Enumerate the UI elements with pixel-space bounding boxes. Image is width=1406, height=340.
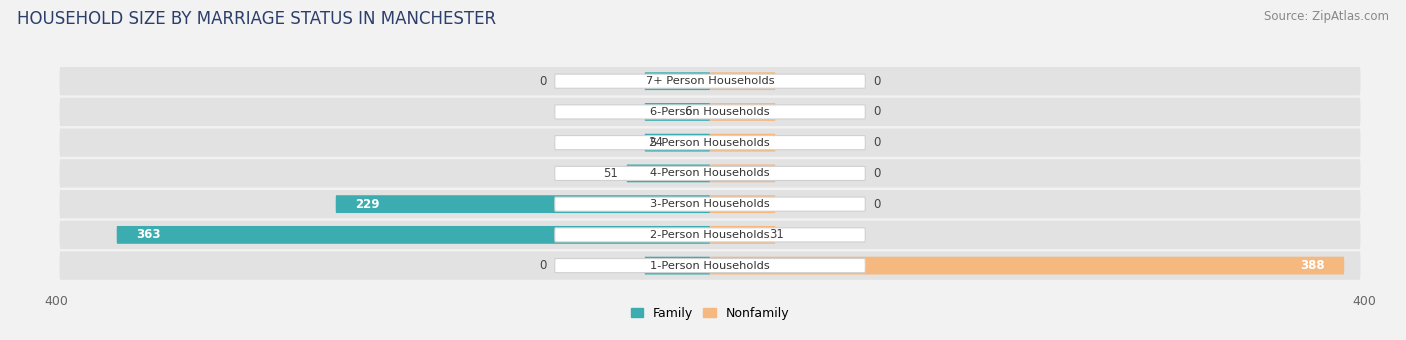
FancyBboxPatch shape xyxy=(710,103,776,121)
Text: 0: 0 xyxy=(873,167,880,180)
FancyBboxPatch shape xyxy=(117,226,710,244)
FancyBboxPatch shape xyxy=(555,166,865,181)
Text: 6-Person Households: 6-Person Households xyxy=(650,107,770,117)
FancyBboxPatch shape xyxy=(555,228,865,242)
FancyBboxPatch shape xyxy=(59,159,1361,188)
Text: 0: 0 xyxy=(873,136,880,149)
FancyBboxPatch shape xyxy=(59,190,1361,218)
Legend: Family, Nonfamily: Family, Nonfamily xyxy=(631,307,789,320)
Text: 6: 6 xyxy=(685,105,692,118)
FancyBboxPatch shape xyxy=(555,258,865,273)
Text: 51: 51 xyxy=(603,167,619,180)
FancyBboxPatch shape xyxy=(555,197,865,211)
Text: Source: ZipAtlas.com: Source: ZipAtlas.com xyxy=(1264,10,1389,23)
Text: 0: 0 xyxy=(873,105,880,118)
FancyBboxPatch shape xyxy=(59,98,1361,126)
Text: 3-Person Households: 3-Person Households xyxy=(650,199,770,209)
Text: 24: 24 xyxy=(648,136,662,149)
FancyBboxPatch shape xyxy=(555,136,865,150)
Text: 0: 0 xyxy=(540,259,547,272)
FancyBboxPatch shape xyxy=(710,134,776,152)
FancyBboxPatch shape xyxy=(627,165,710,182)
Text: HOUSEHOLD SIZE BY MARRIAGE STATUS IN MANCHESTER: HOUSEHOLD SIZE BY MARRIAGE STATUS IN MAN… xyxy=(17,10,496,28)
FancyBboxPatch shape xyxy=(555,74,865,88)
FancyBboxPatch shape xyxy=(710,72,776,90)
Text: 7+ Person Households: 7+ Person Households xyxy=(645,76,775,86)
FancyBboxPatch shape xyxy=(710,257,1344,274)
Text: 2-Person Households: 2-Person Households xyxy=(650,230,770,240)
Text: 0: 0 xyxy=(873,75,880,88)
FancyBboxPatch shape xyxy=(710,226,776,244)
FancyBboxPatch shape xyxy=(644,134,710,152)
FancyBboxPatch shape xyxy=(644,103,710,121)
FancyBboxPatch shape xyxy=(710,165,776,182)
Text: 1-Person Households: 1-Person Households xyxy=(650,261,770,271)
Text: 363: 363 xyxy=(136,228,160,241)
FancyBboxPatch shape xyxy=(59,67,1361,95)
Text: 229: 229 xyxy=(356,198,380,211)
FancyBboxPatch shape xyxy=(555,105,865,119)
Text: 4-Person Households: 4-Person Households xyxy=(650,168,770,179)
Text: 5-Person Households: 5-Person Households xyxy=(650,138,770,148)
FancyBboxPatch shape xyxy=(336,195,710,213)
Text: 0: 0 xyxy=(873,198,880,211)
FancyBboxPatch shape xyxy=(710,195,776,213)
Text: 388: 388 xyxy=(1301,259,1324,272)
FancyBboxPatch shape xyxy=(644,257,710,274)
FancyBboxPatch shape xyxy=(644,72,710,90)
FancyBboxPatch shape xyxy=(59,129,1361,157)
Text: 31: 31 xyxy=(769,228,783,241)
Text: 0: 0 xyxy=(540,75,547,88)
FancyBboxPatch shape xyxy=(59,221,1361,249)
FancyBboxPatch shape xyxy=(59,252,1361,280)
